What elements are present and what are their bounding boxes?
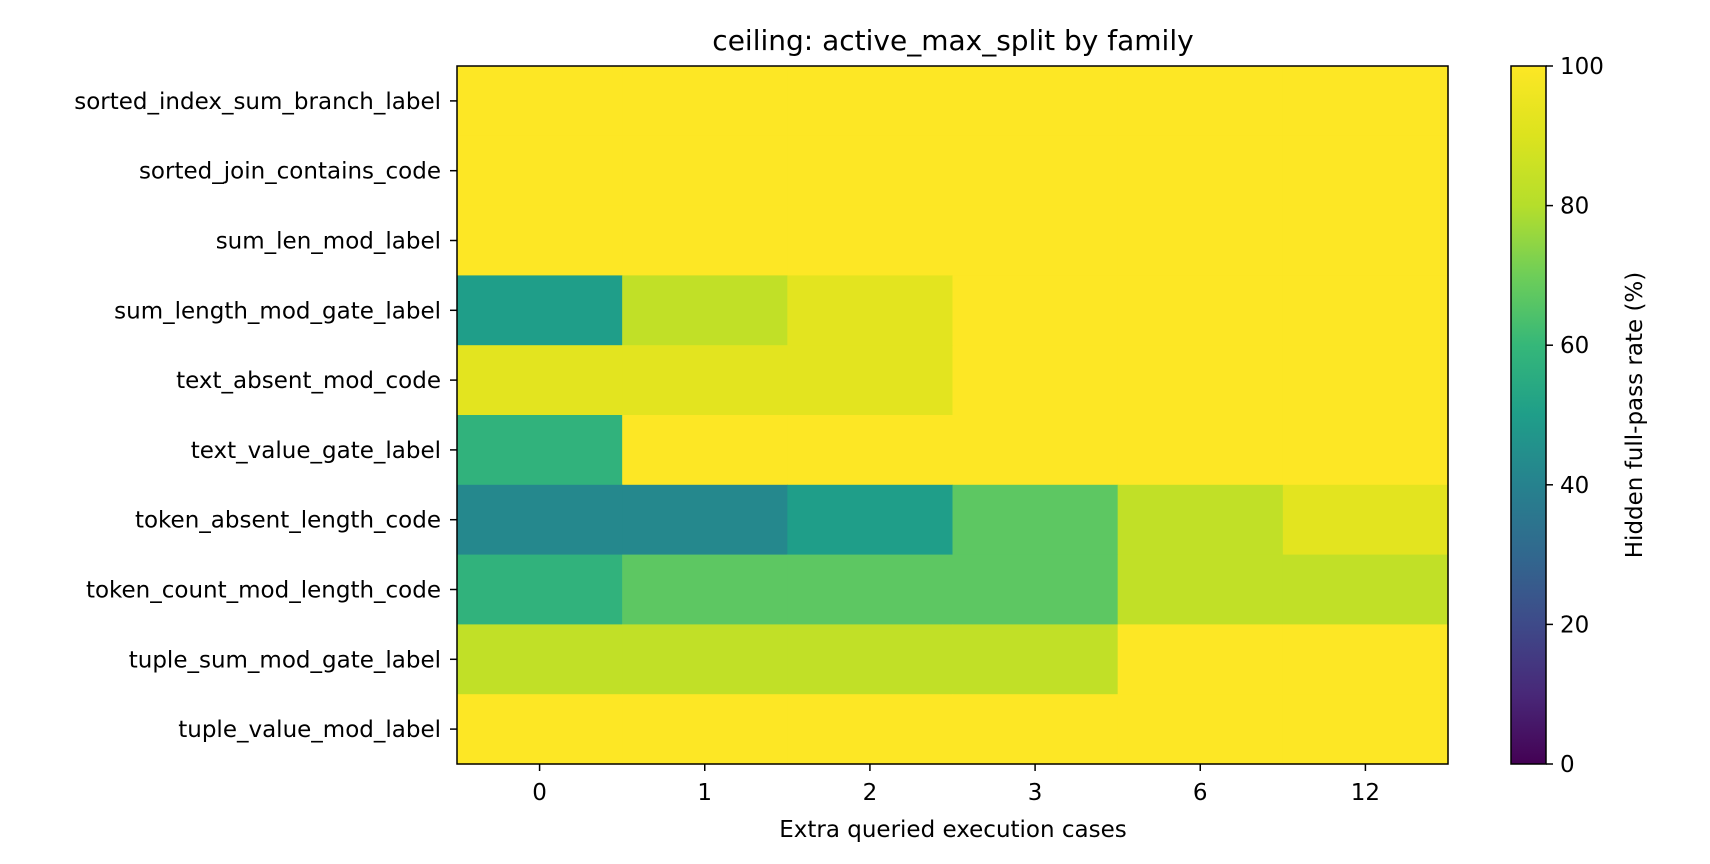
heatmap-cell — [457, 624, 623, 695]
heatmap-cell — [1117, 554, 1284, 625]
heatmap-cell — [952, 205, 1119, 276]
heatmap-cell — [952, 484, 1119, 556]
heatmap-cell — [787, 205, 954, 276]
heatmap-cell — [622, 624, 788, 695]
heatmap-cell — [622, 484, 788, 556]
x-tick-label: 2 — [863, 780, 878, 806]
colorbar-tick-label: 20 — [1560, 612, 1589, 638]
heatmap-cell — [622, 66, 788, 137]
heatmap-cell — [457, 135, 623, 207]
heatmap-cell — [457, 484, 623, 556]
x-axis: 0 1 2 3 6 12 — [532, 764, 1380, 806]
heatmap-cell — [952, 345, 1119, 416]
heatmap-cell — [1282, 205, 1449, 276]
heatmap-cell — [622, 554, 788, 625]
heatmap-cell — [1117, 135, 1284, 207]
heatmap-cell — [952, 275, 1119, 346]
heatmap-cell — [952, 624, 1119, 695]
y-tick-label: sum_len_mod_label — [216, 229, 441, 255]
heatmap-cell — [952, 66, 1119, 137]
colorbar-tick-label: 100 — [1560, 54, 1604, 80]
heatmap-cell — [787, 135, 954, 207]
heatmap-cell — [1117, 624, 1284, 695]
colorbar — [1510, 65, 1547, 765]
y-tick-label: sorted_index_sum_branch_label — [74, 89, 441, 115]
chart-title: ceiling: active_max_split by family — [712, 24, 1193, 57]
heatmap-cell — [1282, 345, 1449, 416]
heatmap-cell — [622, 345, 788, 416]
y-tick-label: sorted_join_contains_code — [139, 159, 441, 185]
heatmap-cell — [1282, 694, 1449, 765]
heatmap-cell — [457, 275, 623, 346]
x-tick-label: 12 — [1351, 780, 1380, 806]
heatmap-cell — [952, 694, 1119, 765]
heatmap-cell — [1282, 135, 1449, 207]
x-tick-label: 1 — [697, 780, 712, 806]
heatmap-cell — [787, 624, 954, 695]
heatmap-cell — [1282, 624, 1449, 695]
heatmap-cell — [1117, 484, 1284, 556]
heatmap-cell — [1282, 66, 1449, 137]
heatmap-cell — [622, 694, 788, 765]
x-tick-label: 0 — [532, 780, 547, 806]
x-axis-label: Extra queried execution cases — [779, 817, 1127, 843]
heatmap-cell — [1117, 275, 1284, 346]
y-tick-label: text_absent_mod_code — [176, 368, 441, 394]
colorbar-label: Hidden full-pass rate (%) — [1622, 272, 1648, 558]
plot-frame — [456, 65, 1449, 765]
heatmap-cell — [787, 484, 954, 556]
colorbar-ticks: 0 20 40 60 80 100 — [1546, 54, 1604, 778]
heatmap-cell — [622, 415, 788, 486]
heatmap-cell — [622, 135, 788, 207]
heatmap-cell — [1117, 66, 1284, 137]
heatmap-cell — [952, 415, 1119, 486]
heatmap-cells — [457, 66, 1449, 765]
y-tick-label: sum_length_mod_gate_label — [114, 298, 441, 324]
heatmap-cell — [1282, 554, 1449, 625]
heatmap-cell — [952, 554, 1119, 625]
y-axis: sorted_index_sum_branch_label sorted_join… — [74, 89, 457, 743]
heatmap-cell — [787, 66, 954, 137]
y-tick-label: tuple_value_mod_label — [178, 717, 441, 743]
heatmap-cell — [787, 275, 954, 346]
heatmap-cell — [1282, 415, 1449, 486]
y-tick-label: token_absent_length_code — [135, 508, 441, 534]
colorbar-tick-label: 40 — [1560, 473, 1589, 499]
heatmap-cell — [787, 694, 954, 765]
heatmap-cell — [457, 694, 623, 765]
heatmap-cell — [457, 345, 623, 416]
heatmap-cell — [952, 135, 1119, 207]
heatmap-cell — [1117, 694, 1284, 765]
heatmap-cell — [1117, 415, 1284, 486]
colorbar-tick-label: 80 — [1560, 194, 1589, 220]
heatmap-cell — [622, 205, 788, 276]
heatmap-cell — [1282, 275, 1449, 346]
y-tick-label: tuple_sum_mod_gate_label — [129, 647, 441, 673]
heatmap-cell — [787, 345, 954, 416]
heatmap-cell — [457, 66, 623, 137]
heatmap-cell — [1117, 345, 1284, 416]
heatmap-cell — [622, 275, 788, 346]
heatmap-cell — [1117, 205, 1284, 276]
x-tick-label: 3 — [1028, 780, 1043, 806]
y-tick-label: token_count_mod_length_code — [86, 578, 441, 604]
heatmap-cell — [457, 415, 623, 486]
heatmap-cell — [457, 205, 623, 276]
heatmap-cell — [787, 415, 954, 486]
colorbar-tick-label: 0 — [1560, 752, 1575, 778]
heatmap-cell — [787, 554, 954, 625]
heatmap-cell — [457, 554, 623, 625]
y-tick-label: text_value_gate_label — [191, 438, 441, 464]
colorbar-tick-label: 60 — [1560, 333, 1589, 359]
x-tick-label: 6 — [1193, 780, 1208, 806]
heatmap-cell — [1282, 484, 1449, 556]
